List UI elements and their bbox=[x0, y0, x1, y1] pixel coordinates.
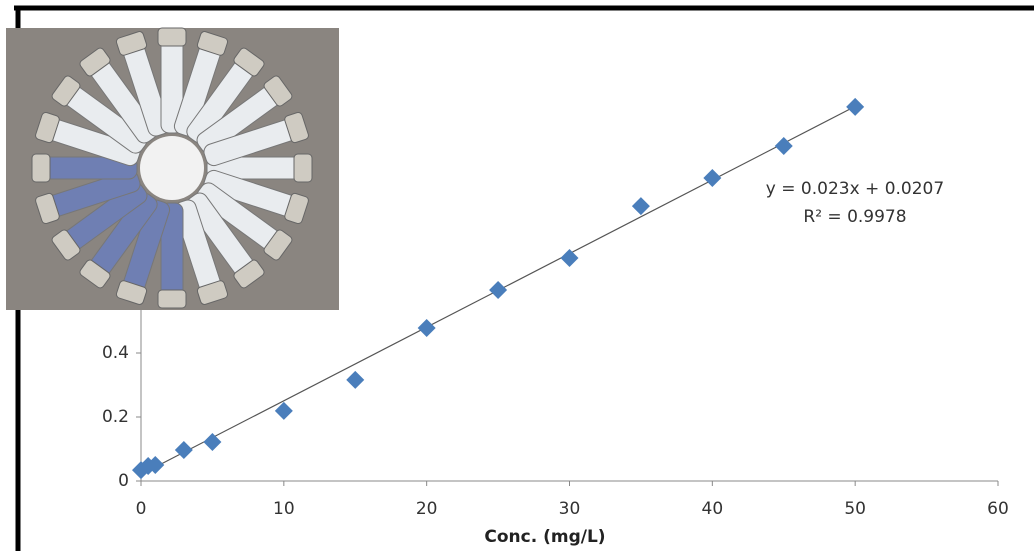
tube-cap bbox=[263, 75, 293, 107]
photo-center bbox=[140, 136, 204, 200]
tube-cap bbox=[284, 111, 309, 144]
x-tick-label: 60 bbox=[987, 499, 1009, 519]
r-squared: R² = 0.9978 bbox=[803, 207, 906, 227]
data-point bbox=[174, 440, 193, 459]
tube-cap bbox=[233, 259, 265, 289]
data-point bbox=[489, 280, 508, 299]
tube-cap bbox=[263, 229, 293, 261]
y-tick-label: 0.2 bbox=[102, 407, 129, 427]
data-point bbox=[146, 456, 165, 474]
tube-cap bbox=[79, 47, 111, 77]
x-tick-label: 10 bbox=[273, 499, 295, 519]
tube bbox=[186, 192, 265, 289]
photo bbox=[6, 27, 339, 310]
tube bbox=[51, 182, 148, 261]
data-point bbox=[631, 197, 650, 216]
data-point bbox=[346, 370, 365, 389]
tube-cap bbox=[115, 31, 148, 56]
tube-cap bbox=[233, 47, 265, 77]
tube-cap bbox=[157, 289, 187, 309]
tube bbox=[186, 47, 265, 144]
y-tick-label: 0 bbox=[118, 471, 129, 491]
tube-cap bbox=[196, 31, 229, 56]
x-tick-label: 0 bbox=[136, 499, 147, 519]
tube bbox=[203, 169, 309, 225]
tube bbox=[206, 153, 313, 183]
tube-cap bbox=[79, 259, 111, 289]
x-tick-label: 20 bbox=[416, 499, 438, 519]
tube-cap bbox=[293, 153, 313, 183]
tube-cap bbox=[284, 192, 309, 225]
tube bbox=[115, 31, 171, 137]
data-point bbox=[274, 401, 293, 420]
tube-cap bbox=[157, 27, 187, 47]
x-tick-label: 40 bbox=[702, 499, 724, 519]
tube bbox=[79, 47, 158, 144]
tube-cap bbox=[115, 280, 148, 305]
tube-cap bbox=[51, 229, 81, 261]
tube bbox=[173, 199, 229, 305]
tube bbox=[51, 75, 148, 154]
data-point bbox=[560, 248, 579, 267]
tube bbox=[157, 202, 187, 309]
tube bbox=[173, 31, 229, 137]
tube-cap bbox=[35, 111, 60, 144]
y-tick-label: 0.4 bbox=[102, 343, 129, 363]
data-point bbox=[774, 136, 793, 155]
tube-cap bbox=[196, 280, 229, 305]
tube-cap bbox=[35, 192, 60, 225]
tube bbox=[79, 192, 158, 289]
tube bbox=[35, 111, 141, 167]
x-tick-label: 50 bbox=[844, 499, 866, 519]
data-point bbox=[846, 97, 865, 116]
tube bbox=[35, 169, 141, 225]
data-point bbox=[417, 319, 436, 338]
tube bbox=[196, 182, 293, 261]
tube bbox=[115, 199, 171, 305]
tube-cap bbox=[31, 153, 51, 183]
tube bbox=[203, 111, 309, 167]
tube-cap bbox=[51, 75, 81, 107]
tube bbox=[31, 153, 138, 183]
trendline-equation: y = 0.023x + 0.0207 bbox=[766, 179, 944, 199]
tube bbox=[157, 27, 187, 134]
x-axis-label: Conc. (mg/L) bbox=[484, 527, 605, 547]
x-tick-label: 30 bbox=[559, 499, 581, 519]
data-point bbox=[703, 168, 722, 187]
data-point bbox=[203, 432, 222, 451]
tube bbox=[196, 75, 293, 154]
